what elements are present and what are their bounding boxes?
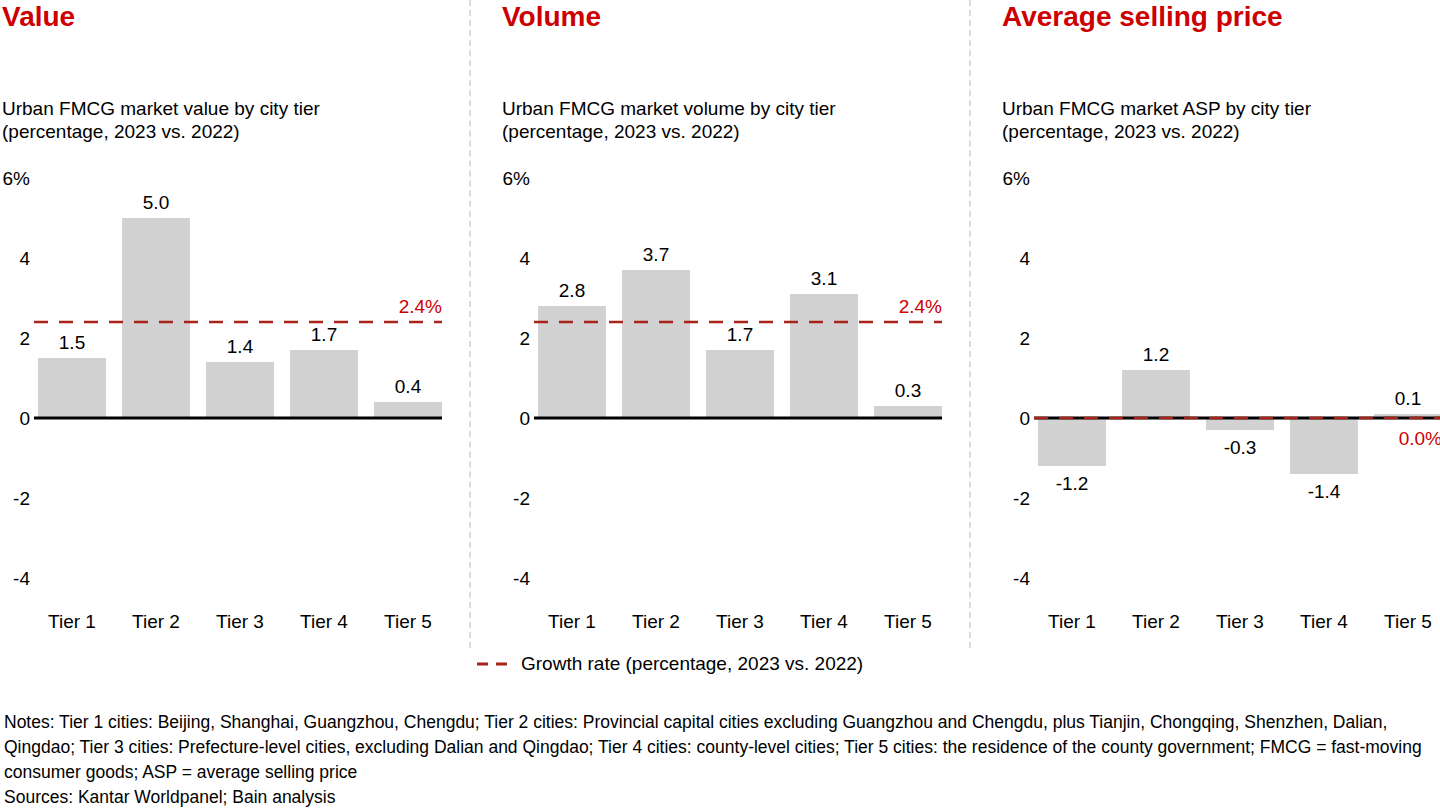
y-tick-label: 0 (1019, 408, 1030, 429)
plot-area: 6% 4 2 0 -2 -4 -1.2 1.2 -0.3 -1.4 0.1 0.0% Tier 1 Tie… (1000, 0, 1440, 660)
y-tick-label: 6% (1003, 168, 1031, 189)
bar (1038, 418, 1106, 466)
bar-value-label: 1.7 (727, 324, 753, 345)
x-tier-label: Tier 5 (384, 611, 432, 632)
y-tick-label: 2 (19, 328, 30, 349)
column-divider-2 (969, 0, 971, 648)
bar (874, 406, 942, 418)
fmcg-city-tier-dashboard: ValueUrban FMCG market value by city tie… (0, 0, 1440, 810)
x-tier-label: Tier 4 (1300, 611, 1348, 632)
y-tick-label: 6% (3, 168, 31, 189)
bar (1206, 418, 1274, 430)
x-tier-label: Tier 2 (632, 611, 680, 632)
bar-value-label: 0.1 (1395, 388, 1421, 409)
bar-value-label: -1.4 (1308, 481, 1341, 502)
y-tick-label: 0 (19, 408, 30, 429)
x-tier-label: Tier 2 (132, 611, 180, 632)
y-tick-label: -2 (513, 488, 530, 509)
dashed-line-legend-marker (476, 660, 508, 668)
y-tick-label: -2 (13, 488, 30, 509)
x-tier-label: Tier 1 (48, 611, 96, 632)
y-tick-label: 4 (519, 248, 530, 269)
bar-value-label: 0.3 (895, 380, 921, 401)
x-tier-label: Tier 3 (216, 611, 264, 632)
bar-value-label: 3.1 (811, 268, 837, 289)
bar (290, 350, 358, 418)
x-tier-label: Tier 4 (300, 611, 348, 632)
x-tier-label: Tier 4 (800, 611, 848, 632)
x-tier-label: Tier 5 (1384, 611, 1432, 632)
y-tick-label: -4 (13, 568, 30, 589)
y-tick-label: 6% (503, 168, 531, 189)
bar (790, 294, 858, 418)
bar (1122, 370, 1190, 418)
bar (122, 218, 190, 418)
y-tick-label: 0 (519, 408, 530, 429)
growth-rate-label: 2.4% (399, 296, 442, 317)
notes-text: Notes: Tier 1 cities: Beijing, Shanghai,… (4, 710, 1438, 785)
bar (374, 402, 442, 418)
y-tick-label: -4 (513, 568, 530, 589)
x-tier-label: Tier 3 (716, 611, 764, 632)
bar-value-label: -1.2 (1056, 473, 1089, 494)
bar-value-label: 3.7 (643, 244, 669, 265)
x-tier-label: Tier 1 (548, 611, 596, 632)
x-tier-label: Tier 5 (884, 611, 932, 632)
y-tick-label: -2 (1013, 488, 1030, 509)
legend-label: Growth rate (percentage, 2023 vs. 2022) (521, 653, 863, 675)
y-tick-label: 4 (19, 248, 30, 269)
x-tier-label: Tier 2 (1132, 611, 1180, 632)
bar-value-label: 1.4 (227, 336, 254, 357)
x-tier-label: Tier 1 (1048, 611, 1096, 632)
bar (38, 358, 106, 418)
growth-rate-legend: Growth rate (percentage, 2023 vs. 2022) (476, 653, 863, 675)
bar (706, 350, 774, 418)
chart-2: VolumeUrban FMCG market volume by city t… (500, 0, 950, 660)
bar-value-label: 0.4 (395, 376, 422, 397)
sources-text: Sources: Kantar Worldpanel; Bain analysi… (4, 785, 1438, 810)
bar-value-label: 1.2 (1143, 344, 1169, 365)
plot-area: 6% 4 2 0 -2 -4 2.8 3.7 1.7 3.1 0.3 2.4% Tier 1 Tier 2… (500, 0, 950, 660)
chart-1: ValueUrban FMCG market value by city tie… (0, 0, 450, 660)
y-tick-label: -4 (1013, 568, 1030, 589)
bar (206, 362, 274, 418)
y-tick-label: 2 (1019, 328, 1030, 349)
chart-3: Average selling priceUrban FMCG market A… (1000, 0, 1440, 660)
y-tick-label: 2 (519, 328, 530, 349)
column-divider-1 (469, 0, 471, 648)
bar-value-label: 5.0 (143, 192, 169, 213)
y-tick-label: 4 (1019, 248, 1030, 269)
bar-value-label: -0.3 (1224, 437, 1257, 458)
footer: Notes: Tier 1 cities: Beijing, Shanghai,… (4, 710, 1438, 810)
bar-value-label: 1.7 (311, 324, 337, 345)
bar (1290, 418, 1358, 474)
bar-value-label: 1.5 (59, 332, 85, 353)
growth-rate-label: 0.0% (1399, 428, 1440, 449)
growth-rate-label: 2.4% (899, 296, 942, 317)
plot-area: 6% 4 2 0 -2 -4 1.5 5.0 1.4 1.7 0.4 2.4% Tier 1 Tier 2… (0, 0, 450, 660)
x-tier-label: Tier 3 (1216, 611, 1264, 632)
bar (622, 270, 690, 418)
bar-value-label: 2.8 (559, 280, 585, 301)
